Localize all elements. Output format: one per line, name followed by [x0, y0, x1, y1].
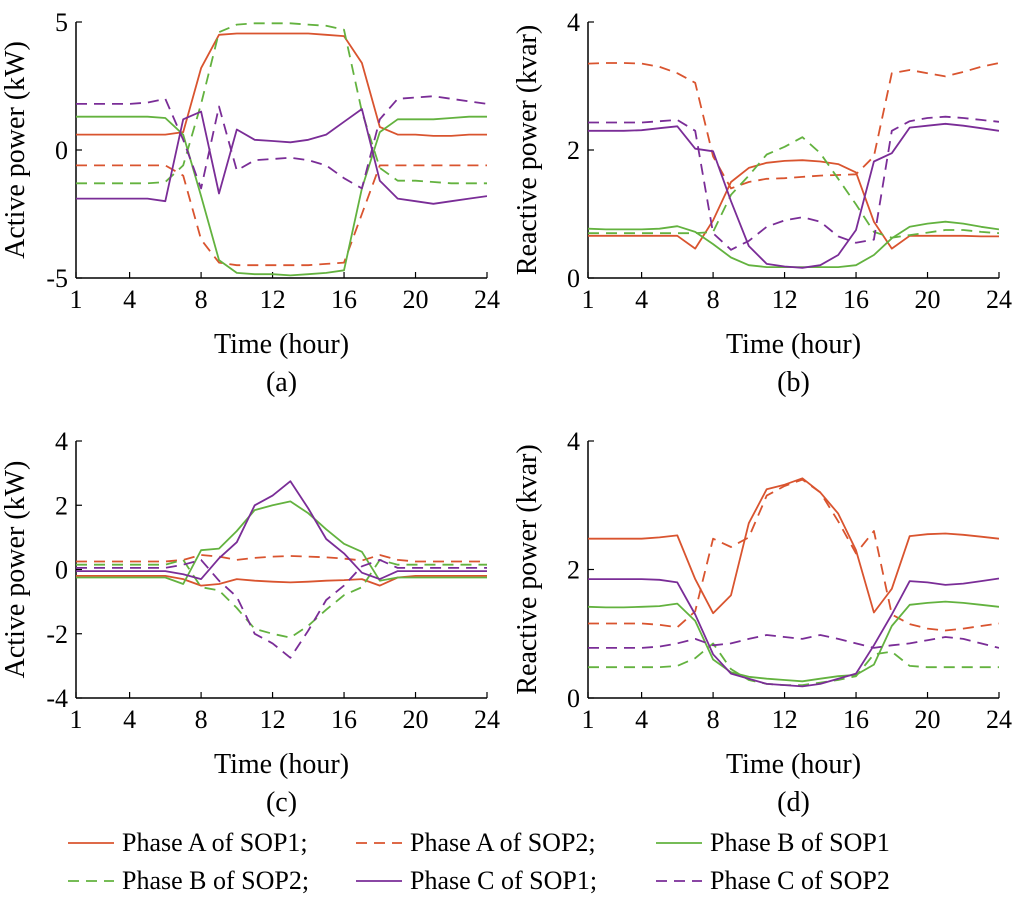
x-tick-label: 8 — [707, 705, 720, 734]
x-tick-label: 4 — [635, 285, 648, 314]
x-tick-label: 1 — [70, 705, 83, 734]
legend-item: Phase C of SOP2 — [656, 866, 890, 895]
x-tick-label: 20 — [403, 705, 429, 734]
x-axis-label: Time (hour) — [726, 329, 861, 360]
x-axis-label: Time (hour) — [214, 749, 349, 780]
series-line-phase-c-of-sop1 — [76, 108, 487, 205]
x-tick-label: 1 — [70, 285, 83, 314]
y-tick-label: 4 — [55, 427, 68, 456]
series-line-phase-a-of-sop2 — [76, 164, 487, 267]
legend-label: Phase C of SOP1; — [410, 866, 597, 895]
series-line-phase-b-of-sop2 — [76, 22, 487, 185]
x-tick-label: 1 — [582, 285, 595, 314]
y-tick-label: 0 — [55, 136, 68, 165]
series-line-phase-b-of-sop2 — [588, 136, 999, 239]
x-tick-label: 16 — [331, 285, 357, 314]
x-tick-label: 4 — [123, 285, 136, 314]
x-tick-label: 16 — [843, 705, 869, 734]
series-line-phase-b-of-sop1 — [588, 600, 999, 683]
series-line-phase-b-of-sop2 — [588, 642, 999, 686]
y-tick-label: 0 — [567, 264, 580, 293]
chart-panel-0: -5 0 5 1 4 8 12 16 20 24 Time (hour) Active power (… — [0, 8, 500, 398]
y-tick-label: -4 — [46, 684, 68, 713]
series-line-phase-a-of-sop2 — [588, 478, 999, 632]
series-line-phase-a-of-sop2 — [588, 62, 999, 190]
series-line-phase-b-of-sop1 — [588, 220, 999, 269]
legend-label: Phase B of SOP2; — [122, 866, 309, 895]
series-line-phase-b-of-sop2 — [76, 559, 487, 639]
panel-label: (d) — [777, 787, 810, 818]
series-line-phase-c-of-sop1 — [588, 122, 999, 269]
y-tick-label: 0 — [55, 556, 68, 585]
x-tick-label: 4 — [635, 705, 648, 734]
x-tick-label: 16 — [331, 705, 357, 734]
legend-label: Phase A of SOP1; — [122, 828, 308, 857]
x-tick-label: 8 — [195, 705, 208, 734]
x-tick-label: 12 — [260, 285, 286, 314]
series-line-phase-c-of-sop2 — [588, 634, 999, 649]
series-line-phase-a-of-sop1 — [588, 477, 999, 615]
y-tick-label: 2 — [567, 136, 580, 165]
legend-item: Phase B of SOP2; — [68, 866, 309, 895]
series-line-phase-c-of-sop1 — [76, 480, 487, 580]
y-tick-label: 4 — [567, 427, 580, 456]
x-axis-label: Time (hour) — [214, 329, 349, 360]
y-tick-label: 2 — [55, 491, 68, 520]
x-tick-label: 8 — [707, 285, 720, 314]
series-line-phase-c-of-sop2 — [76, 559, 487, 659]
x-tick-label: 1 — [582, 705, 595, 734]
x-axis-label: Time (hour) — [726, 749, 861, 780]
x-tick-label: 8 — [195, 285, 208, 314]
legend-label: Phase B of SOP1 — [710, 828, 890, 857]
panel-label: (a) — [266, 367, 297, 398]
y-tick-label: 4 — [567, 8, 580, 37]
series-line-phase-c-of-sop1 — [588, 577, 999, 688]
x-tick-label: 24 — [474, 285, 500, 314]
y-tick-label: -2 — [46, 620, 68, 649]
legend-label: Phase A of SOP2; — [410, 828, 596, 857]
x-tick-label: 12 — [772, 285, 798, 314]
x-tick-label: 12 — [772, 705, 798, 734]
series-line-phase-a-of-sop1 — [76, 575, 487, 587]
series-line-phase-a-of-sop1 — [76, 32, 487, 137]
x-tick-label: 16 — [843, 285, 869, 314]
panel-label: (b) — [777, 367, 810, 398]
series-line-phase-a-of-sop2 — [76, 554, 487, 563]
legend-item: Phase A of SOP2; — [356, 828, 596, 857]
series-line-phase-c-of-sop2 — [588, 115, 999, 251]
y-axis-label: Reactive power (kvar) — [512, 25, 543, 275]
series-line-phase-c-of-sop2 — [76, 95, 487, 190]
series-line-phase-a-of-sop1 — [588, 159, 999, 250]
x-tick-label: 24 — [986, 705, 1012, 734]
y-tick-label: 0 — [567, 684, 580, 713]
legend-item: Phase B of SOP1 — [656, 828, 890, 857]
x-tick-label: 12 — [260, 705, 286, 734]
y-axis-label: Active power (kW) — [0, 461, 31, 679]
x-tick-label: 20 — [915, 705, 941, 734]
legend: Phase A of SOP1; Phase A of SOP2; Phase B … — [68, 828, 890, 895]
y-tick-label: 2 — [567, 556, 580, 585]
panel-label: (c) — [266, 787, 297, 818]
y-axis-label: Active power (kW) — [0, 41, 31, 259]
legend-item: Phase A of SOP1; — [68, 828, 308, 857]
x-tick-label: 4 — [123, 705, 136, 734]
legend-label: Phase C of SOP2 — [710, 866, 890, 895]
series-line-phase-b-of-sop1 — [76, 500, 487, 585]
x-tick-label: 24 — [474, 705, 500, 734]
y-axis-label: Reactive power (kvar) — [512, 444, 543, 694]
legend-item: Phase C of SOP1; — [356, 866, 597, 895]
y-tick-label: 5 — [55, 8, 68, 37]
x-tick-label: 20 — [915, 285, 941, 314]
x-tick-label: 24 — [986, 285, 1012, 314]
x-tick-label: 20 — [403, 285, 429, 314]
series-line-phase-b-of-sop1 — [76, 115, 487, 277]
y-tick-label: -5 — [46, 264, 68, 293]
